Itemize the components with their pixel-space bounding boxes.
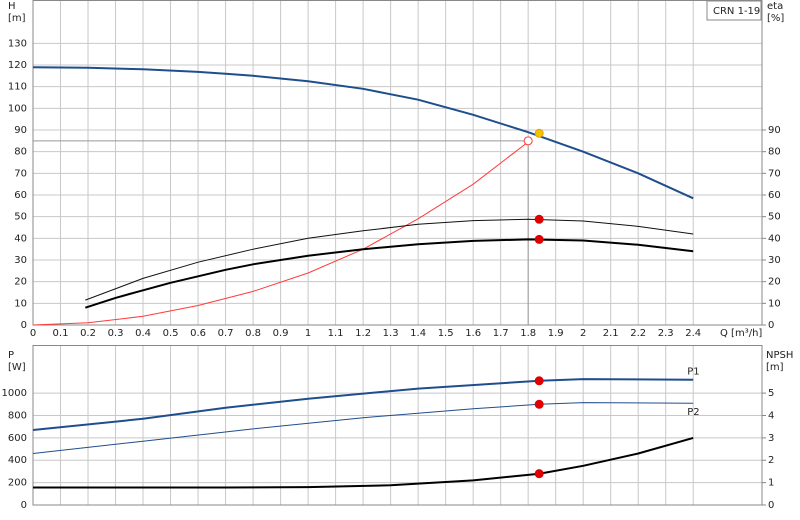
curve bbox=[85, 218, 694, 301]
y2-tick-label: 4 bbox=[768, 410, 774, 421]
curve bbox=[32, 402, 694, 454]
operating-point bbox=[534, 234, 544, 244]
y2-tick-label: 40 bbox=[768, 233, 781, 244]
x-tick-label: 1.9 bbox=[548, 328, 564, 339]
curve bbox=[32, 141, 529, 326]
y-tick-label: 80 bbox=[14, 147, 27, 158]
x-tick-label: 0.9 bbox=[273, 328, 289, 339]
curve-label: P1 bbox=[687, 367, 699, 378]
operating-point bbox=[534, 128, 544, 138]
x-tick-label: 0.5 bbox=[163, 328, 179, 339]
x-tick-label: 0.7 bbox=[218, 328, 234, 339]
y-tick-label: 40 bbox=[14, 233, 27, 244]
x-tick-label: 1.1 bbox=[328, 328, 344, 339]
y2-tick-label: 60 bbox=[768, 190, 781, 201]
grid bbox=[32, 345, 762, 506]
y2-tick-label: 10 bbox=[768, 298, 781, 309]
y-tick-label: 100 bbox=[8, 103, 27, 114]
x-tick-label: 1.6 bbox=[465, 328, 481, 339]
y-tick-label: 400 bbox=[8, 455, 27, 466]
plot-frame bbox=[32, 0, 763, 326]
y2-axis-unit: [%] bbox=[767, 13, 784, 24]
y2-tick-label: 30 bbox=[768, 255, 781, 266]
y2-axis-label: NPSH bbox=[766, 350, 793, 361]
curve bbox=[32, 66, 694, 200]
x-tick-label: 1.7 bbox=[493, 328, 509, 339]
y-tick-label: 110 bbox=[8, 82, 27, 93]
x-tick-label: 2.2 bbox=[630, 328, 646, 339]
y-tick-label: 1000 bbox=[2, 388, 27, 399]
x-tick-label: 0.4 bbox=[135, 328, 151, 339]
plot-frame bbox=[32, 345, 763, 506]
operating-point bbox=[523, 136, 533, 146]
y-tick-label: 0 bbox=[21, 320, 27, 331]
x-tick-label: 0.3 bbox=[108, 328, 124, 339]
x-axis-label: Q [m³/h] bbox=[720, 328, 762, 339]
y2-tick-label: 90 bbox=[768, 125, 781, 136]
x-tick-label: 1.3 bbox=[383, 328, 399, 339]
y-tick-label: 10 bbox=[14, 298, 27, 309]
y2-tick-label: 0 bbox=[768, 320, 774, 331]
y-tick-label: 50 bbox=[14, 212, 27, 223]
y-tick-label: 130 bbox=[8, 38, 27, 49]
curve bbox=[84, 238, 694, 309]
x-tick-label: 1.5 bbox=[438, 328, 454, 339]
y-tick-label: 60 bbox=[14, 190, 27, 201]
x-tick-label: 0.8 bbox=[245, 328, 261, 339]
y-tick-label: 800 bbox=[8, 410, 27, 421]
x-tick-label: 1.4 bbox=[410, 328, 426, 339]
pump-name: CRN 1-19 bbox=[713, 6, 760, 17]
y-tick-label: 90 bbox=[14, 125, 27, 136]
y-tick-label: 30 bbox=[14, 255, 27, 266]
operating-point bbox=[534, 376, 544, 386]
y-axis-label: H bbox=[8, 1, 16, 12]
y-tick-label: 200 bbox=[8, 478, 27, 489]
x-tick-label: 0.6 bbox=[190, 328, 206, 339]
y-tick-label: 0 bbox=[21, 500, 27, 511]
y-tick-label: 120 bbox=[8, 60, 27, 71]
x-tick-label: 2.4 bbox=[685, 328, 701, 339]
x-tick-label: 0.2 bbox=[80, 328, 96, 339]
curve bbox=[32, 378, 694, 431]
grid bbox=[32, 0, 762, 326]
y2-axis-unit: [m] bbox=[766, 362, 784, 373]
y2-tick-label: 1 bbox=[768, 478, 774, 489]
x-tick-label: 2.3 bbox=[658, 328, 674, 339]
y2-tick-label: 20 bbox=[768, 277, 781, 288]
y2-tick-label: 5 bbox=[768, 388, 774, 399]
y-tick-label: 70 bbox=[14, 168, 27, 179]
y2-tick-label: 0 bbox=[768, 500, 774, 511]
x-tick-label: 0.1 bbox=[53, 328, 69, 339]
y-tick-label: 20 bbox=[14, 277, 27, 288]
y2-tick-label: 3 bbox=[768, 433, 774, 444]
y2-axis-label: eta bbox=[767, 1, 783, 12]
y2-tick-label: 70 bbox=[768, 168, 781, 179]
y2-tick-label: 2 bbox=[768, 455, 774, 466]
y-axis-unit: [m] bbox=[8, 13, 26, 24]
y-axis-unit: [W] bbox=[8, 362, 26, 373]
x-tick-label: 2 bbox=[580, 328, 586, 339]
operating-point bbox=[534, 214, 544, 224]
y-axis-label: P bbox=[8, 350, 14, 361]
x-tick-label: 1.8 bbox=[520, 328, 536, 339]
operating-point bbox=[534, 469, 544, 479]
x-tick-label: 1 bbox=[305, 328, 311, 339]
x-tick-label: 1.2 bbox=[355, 328, 371, 339]
y2-tick-label: 50 bbox=[768, 212, 781, 223]
y2-tick-label: 80 bbox=[768, 147, 781, 158]
operating-point bbox=[534, 399, 544, 409]
curve-label: P2 bbox=[687, 407, 699, 418]
x-tick-label: 0 bbox=[30, 328, 36, 339]
curve bbox=[33, 436, 694, 489]
x-tick-label: 2.1 bbox=[603, 328, 619, 339]
y-tick-label: 600 bbox=[8, 433, 27, 444]
